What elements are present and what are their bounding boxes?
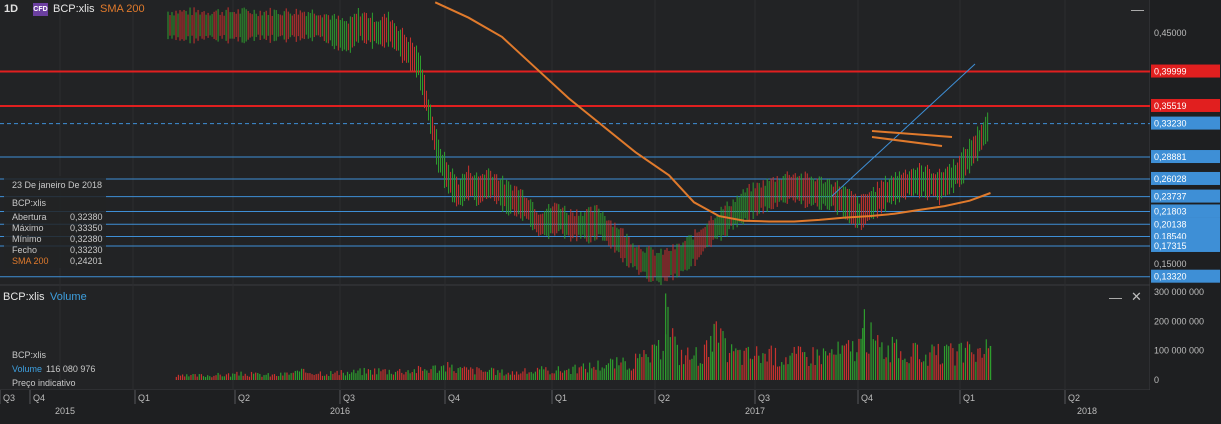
minimize-icon[interactable]: —: [1109, 290, 1122, 305]
trend-channel-line: [831, 63, 976, 197]
price-level-label: 0,28881: [1154, 152, 1187, 162]
time-period-label: Q3: [343, 393, 355, 403]
price-level-label: 0,18540: [1154, 232, 1187, 242]
price-level-label: 0,39999: [1154, 67, 1187, 77]
time-period-label: Q4: [33, 393, 45, 403]
timeframe-label[interactable]: 1D: [4, 3, 19, 15]
time-period-label: Q3: [758, 393, 770, 403]
price-level-tag: [1151, 189, 1220, 203]
time-period-label: Q2: [238, 393, 250, 403]
info-row-value: 0,33230: [70, 245, 103, 255]
price-level-tag: [1151, 171, 1220, 185]
time-period-label: Q2: [1068, 393, 1080, 403]
wedge-lower-line: [871, 136, 943, 147]
price-level-label: 0,26028: [1154, 174, 1187, 184]
time-period-label: Q1: [555, 393, 567, 403]
volume-y-tick-label: 100 000 000: [1154, 346, 1204, 356]
time-year-label: 2016: [330, 406, 350, 416]
price-level-tag: [1151, 64, 1220, 78]
info-row-label: Abertura: [12, 212, 47, 222]
volume-info-value: 116 080 976: [46, 364, 96, 374]
time-period-label: Q3: [3, 393, 15, 403]
price-level-label: 0,20138: [1154, 219, 1187, 229]
price-level-label: 0,17315: [1154, 241, 1187, 251]
volume-bars: [175, 293, 992, 380]
volume-y-tick-label: 0: [1154, 375, 1159, 385]
price-level-tag: [1151, 204, 1220, 218]
minimize-icon[interactable]: —: [1131, 2, 1144, 17]
time-period-label: Q1: [138, 393, 150, 403]
info-row-value: 0,32380: [70, 212, 103, 222]
price-level-label: 0,33230: [1154, 119, 1187, 129]
time-period-label: Q4: [861, 393, 873, 403]
price-level-tag: [1151, 217, 1220, 231]
time-period-label: Q4: [448, 393, 460, 403]
info-panel-bg: [4, 176, 106, 268]
price-note: Preço indicativo: [12, 378, 76, 388]
symbol-label[interactable]: BCP:xlis: [53, 3, 95, 15]
sma-indicator-label[interactable]: SMA 200: [100, 3, 145, 15]
volume-info-label: Volume: [12, 364, 43, 374]
volume-info-symbol: BCP:xlis: [12, 350, 47, 360]
close-icon[interactable]: ✕: [1131, 289, 1142, 304]
price-level-tag: [1151, 238, 1220, 252]
info-row-label: Fecho: [12, 245, 38, 255]
time-axis-bg: [0, 390, 1221, 424]
volume-symbol-label: BCP:xlis: [3, 291, 45, 303]
time-year-label: 2015: [55, 406, 75, 416]
y-tick-label: 0,15000: [1154, 259, 1187, 269]
price-level-label: 0,13320: [1154, 272, 1187, 282]
wedge-upper-line: [871, 130, 953, 138]
price-candles: [167, 7, 989, 286]
time-period-label: Q2: [658, 393, 670, 403]
sma-200-line: [434, 1, 991, 223]
price-level-tag: [1151, 116, 1220, 130]
info-row-value: 0,32380: [70, 234, 103, 244]
time-year-label: 2018: [1077, 406, 1097, 416]
price-level-label: 0,21803: [1154, 206, 1187, 216]
info-row-value: 0,33350: [70, 223, 103, 233]
time-year-label: 2017: [745, 406, 765, 416]
price-level-tag: [1151, 269, 1220, 283]
price-level-tag: [1151, 150, 1220, 164]
info-row-label: Mínimo: [12, 234, 42, 244]
cfd-badge: CFD: [33, 3, 48, 16]
y-tick-label: 0,45000: [1154, 28, 1187, 38]
info-row-label: SMA 200: [12, 256, 49, 266]
volume-title[interactable]: Volume: [50, 291, 87, 303]
time-period-label: Q1: [963, 393, 975, 403]
info-row-label: Máximo: [12, 223, 44, 233]
price-level-label: 0,35519: [1154, 101, 1187, 111]
volume-y-tick-label: 300 000 000: [1154, 287, 1204, 297]
price-level-label: 0,23737: [1154, 192, 1187, 202]
info-symbol: BCP:xlis: [12, 198, 47, 208]
price-level-tag: [1151, 98, 1220, 112]
info-date: 23 De janeiro De 2018: [12, 180, 103, 190]
info-row-value: 0,24201: [70, 256, 103, 266]
volume-y-tick-label: 200 000 000: [1154, 316, 1204, 326]
